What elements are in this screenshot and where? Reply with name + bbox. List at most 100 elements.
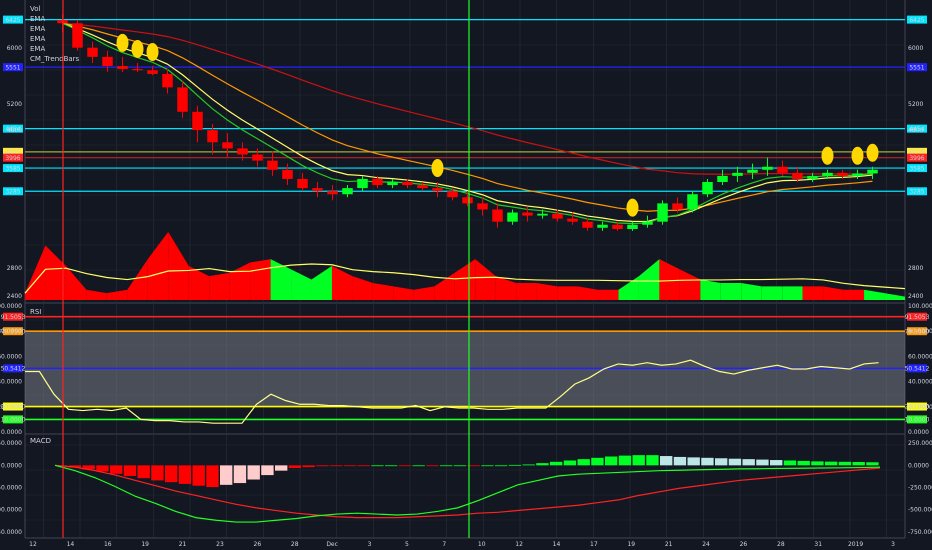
signal-marker (821, 146, 834, 165)
macd-histogram-bar (838, 461, 852, 466)
macd-axis-label: 250.0000 (0, 440, 22, 447)
candle-body (282, 169, 293, 179)
price-axis-label: 2800 (7, 265, 22, 272)
macd-histogram-bar (233, 465, 247, 484)
x-axis-tick-label: 7 (442, 541, 446, 548)
macd-histogram-bar (797, 460, 810, 466)
volume-segment (147, 231, 169, 300)
candle-body (87, 47, 98, 57)
candle-body (507, 212, 518, 222)
signal-marker (851, 146, 864, 165)
macd-histogram-bar (618, 455, 632, 466)
candle-body (297, 178, 308, 189)
macd-histogram-bar (82, 465, 95, 470)
rsi-level-label: 79.9500 (905, 328, 930, 335)
macd-histogram-bar (715, 458, 728, 466)
candle-body (447, 191, 458, 198)
candle-body (327, 191, 338, 195)
macd-histogram-bar (481, 465, 494, 467)
price-axis-label: 4800 (7, 127, 22, 134)
macd-histogram-bar (288, 465, 302, 469)
macd-histogram-bar (343, 465, 357, 467)
volume-segment (700, 279, 721, 300)
price-hline-tag (3, 187, 23, 196)
macd-histogram-bar (151, 465, 164, 481)
signal-marker (116, 33, 129, 52)
volume-segment (475, 259, 496, 300)
volume-segment (782, 286, 803, 300)
candle-body (792, 172, 803, 179)
price-hline-label: 3996 (909, 155, 924, 162)
candle-body (357, 178, 368, 189)
volume-segment (188, 265, 210, 300)
candle-body (732, 172, 743, 176)
macd-histogram-bar (811, 461, 824, 466)
price-axis-label: 5200 (908, 101, 923, 108)
macd-histogram-bar (783, 460, 797, 466)
price-hline-label: 6425 (909, 17, 924, 24)
x-axis-tick-label: 10 (478, 541, 486, 548)
macd-histogram-bar (577, 459, 590, 466)
rsi-level-tag (3, 415, 23, 424)
volume-segment (720, 282, 742, 300)
candle-body (672, 203, 683, 210)
candle-body (822, 172, 833, 176)
price-hline-tag (907, 15, 927, 24)
candle-body (612, 224, 623, 230)
ema-line (62, 22, 873, 223)
volume-segment (659, 259, 680, 300)
rsi-axis-label: 0.0000 (1, 429, 22, 436)
macd-histogram-bar (508, 464, 522, 466)
rsi-level-label: 91.5053 (1, 314, 26, 321)
macd-histogram-bar (825, 461, 838, 466)
price-hline-tag (907, 63, 927, 72)
volume-segment (557, 286, 578, 300)
rsi-level-label: 20.2000 (905, 404, 930, 411)
macd-histogram-bar (495, 465, 508, 467)
rsi-line (25, 359, 879, 424)
legend-vol: Vol (30, 5, 41, 13)
macd-signal-line (54, 464, 881, 523)
x-axis-tick-label: 3 (891, 541, 895, 548)
macd-histogram-bar (646, 455, 659, 466)
macd-histogram-bar (605, 456, 618, 466)
price-axis-label: 2800 (908, 265, 923, 272)
x-axis-tick-label: 19 (141, 541, 149, 548)
price-hline-label: 4454 (5, 126, 20, 133)
volume-segment (168, 231, 189, 300)
x-axis-tick-label: 12 (29, 541, 37, 548)
candle-body (852, 173, 863, 176)
price-hline-tag (3, 147, 23, 156)
price-hline-label: 3285 (5, 188, 20, 195)
rsi-axis-label: 60.0000 (0, 353, 22, 360)
volume-segment (65, 265, 87, 300)
rsi-axis-label: 40.0000 (908, 379, 932, 386)
candle-body (102, 56, 113, 66)
candle-body (162, 73, 173, 88)
x-axis-tick-label: Dec (326, 541, 338, 548)
macd-histogram-bar (110, 465, 123, 474)
macd-title: MACD (30, 437, 51, 445)
macd-histogram-bar (275, 465, 288, 471)
volume-segment (495, 276, 517, 300)
macd-histogram-bar (68, 465, 82, 468)
macd-histogram-bar (206, 465, 219, 488)
candle-body (192, 111, 203, 131)
candle-body (492, 209, 503, 222)
rsi-level-tag (907, 312, 927, 321)
volume-segment (761, 286, 783, 300)
candle-body (627, 224, 638, 230)
candle-body (222, 142, 233, 149)
candle-body (252, 154, 263, 161)
rsi-level-tag (3, 312, 23, 321)
price-hline-tag (907, 164, 927, 173)
macd-histogram-bar (96, 465, 109, 472)
macd-histogram-bar (371, 465, 384, 467)
macd-histogram-bar (137, 465, 150, 479)
macd-histogram-bar (756, 459, 769, 466)
candle-body (312, 188, 323, 192)
macd-axis-label: -500.0000 (0, 507, 22, 514)
macd-pane (54, 455, 881, 523)
volume-area (24, 231, 906, 300)
